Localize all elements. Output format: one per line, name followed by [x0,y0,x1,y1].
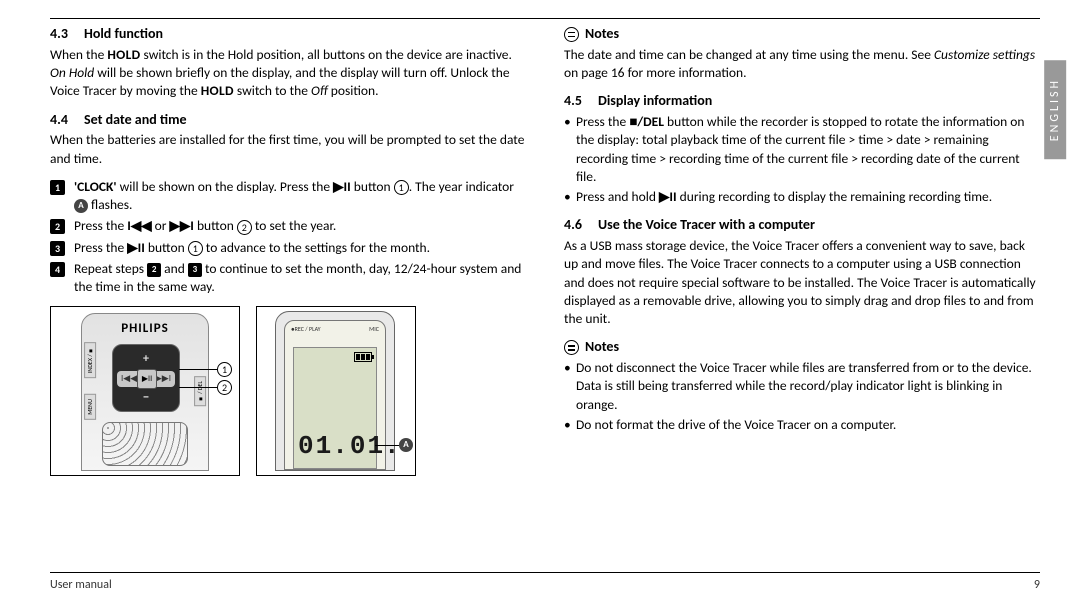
dpad-plus-icon: + [113,351,179,367]
notes-2-list: Do not disconnect the Voice Tracer while… [564,359,1040,434]
step-2: 2 Press the I◀◀ or ▶▶I button 2 to set t… [50,217,526,235]
item-4-5-2: Press and hold ▶II during recording to d… [564,188,1040,206]
heading-4-4: 4.4Set date and time [50,111,526,130]
notes-icon [564,27,579,42]
step-1: 1 'CLOCK' will be shown on the display. … [50,178,526,214]
item-4-5-1: Press the ■/DEL button while the recorde… [564,113,1040,186]
callout-lead-1 [179,369,217,370]
content-columns: 4.3Hold function When the HOLD switch is… [50,18,1040,476]
heading-4-5: 4.5Display information [564,92,1040,111]
notes-2-item-2: Do not format the drive of the Voice Tra… [564,416,1040,434]
mic-label: MIC [369,325,379,333]
rec-play-label: ●REC / PLAY [291,325,321,333]
notes-2-item-1: Do not disconnect the Voice Tracer while… [564,359,1040,414]
ref-circle-1: 1 [394,180,409,195]
list-4-5: Press the ■/DEL button while the recorde… [564,113,1040,206]
notes-icon [564,340,579,355]
step-badge-1: 1 [50,180,65,195]
steps-list: 1 'CLOCK' will be shown on the display. … [50,178,526,296]
figure-device-screen: ●REC / PLAY MIC 01.01. 0 [256,306,416,476]
dpad: + – I◀◀ ▶▶I ▶II [112,344,180,412]
brand-label: PHILIPS [82,320,208,338]
device-body: PHILIPS INDEX / ■ MENU ■ / DEL + – I◀◀ ▶… [81,313,209,471]
right-column: Notes The date and time can be changed a… [564,25,1040,476]
battery-icon [354,352,372,362]
heading-4-6: 4.6Use the Voice Tracer with a computer [564,216,1040,235]
side-button-index: INDEX / ■ [84,342,96,378]
callout-1: 1 [217,362,232,377]
left-column: 4.3Hold function When the HOLD switch is… [50,25,526,476]
speaker-grille [102,422,188,466]
callout-lead-a [375,445,399,446]
ref-circle-2: 2 [237,220,252,235]
dpad-rew-icon: I◀◀ [121,373,137,385]
ref-circle-a: A [74,199,88,213]
notes-heading-1: Notes [564,25,1040,44]
callout-2: 2 [217,380,232,395]
step-badge-2: 2 [50,219,65,234]
figures-row: PHILIPS INDEX / ■ MENU ■ / DEL + – I◀◀ ▶… [50,306,526,476]
step-badge-4: 4 [50,262,65,277]
page-number: 9 [1034,577,1040,593]
step-3: 3 Press the ▶II button 1 to advance to t… [50,239,526,257]
callout-a: A [399,438,413,452]
para-4-4-intro: When the batteries are installed for the… [50,131,526,167]
figure-device-front: PHILIPS INDEX / ■ MENU ■ / DEL + – I◀◀ ▶… [50,306,240,476]
step-badge-3: 3 [50,241,65,256]
notes-1-text: The date and time can be changed at any … [564,46,1040,82]
para-4-6: As a USB mass storage device, the Voice … [564,237,1040,328]
callout-lead-2 [179,387,217,388]
side-button-menu: MENU [84,394,96,420]
side-button-del: ■ / DEL [194,376,206,406]
heading-4-3: 4.3Hold function [50,25,526,44]
language-tab: ENGLISH [1044,60,1066,159]
lcd-screen: 01.01. 0 8 [293,347,377,469]
notes-heading-2: Notes [564,338,1040,357]
para-4-3: When the HOLD switch is in the Hold posi… [50,46,526,101]
screen-body: ●REC / PLAY MIC 01.01. 0 [275,311,395,471]
lcd-digits: 01.01. 0 8 [298,429,395,464]
dpad-ffw-icon: ▶▶I [155,373,171,385]
dpad-minus-icon: – [113,388,179,407]
dpad-play-icon: ▶II [137,369,157,389]
step-4: 4 Repeat steps 2 and 3 to continue to se… [50,260,526,296]
page-footer: User manual 9 [50,572,1040,593]
footer-left: User manual [50,577,112,593]
